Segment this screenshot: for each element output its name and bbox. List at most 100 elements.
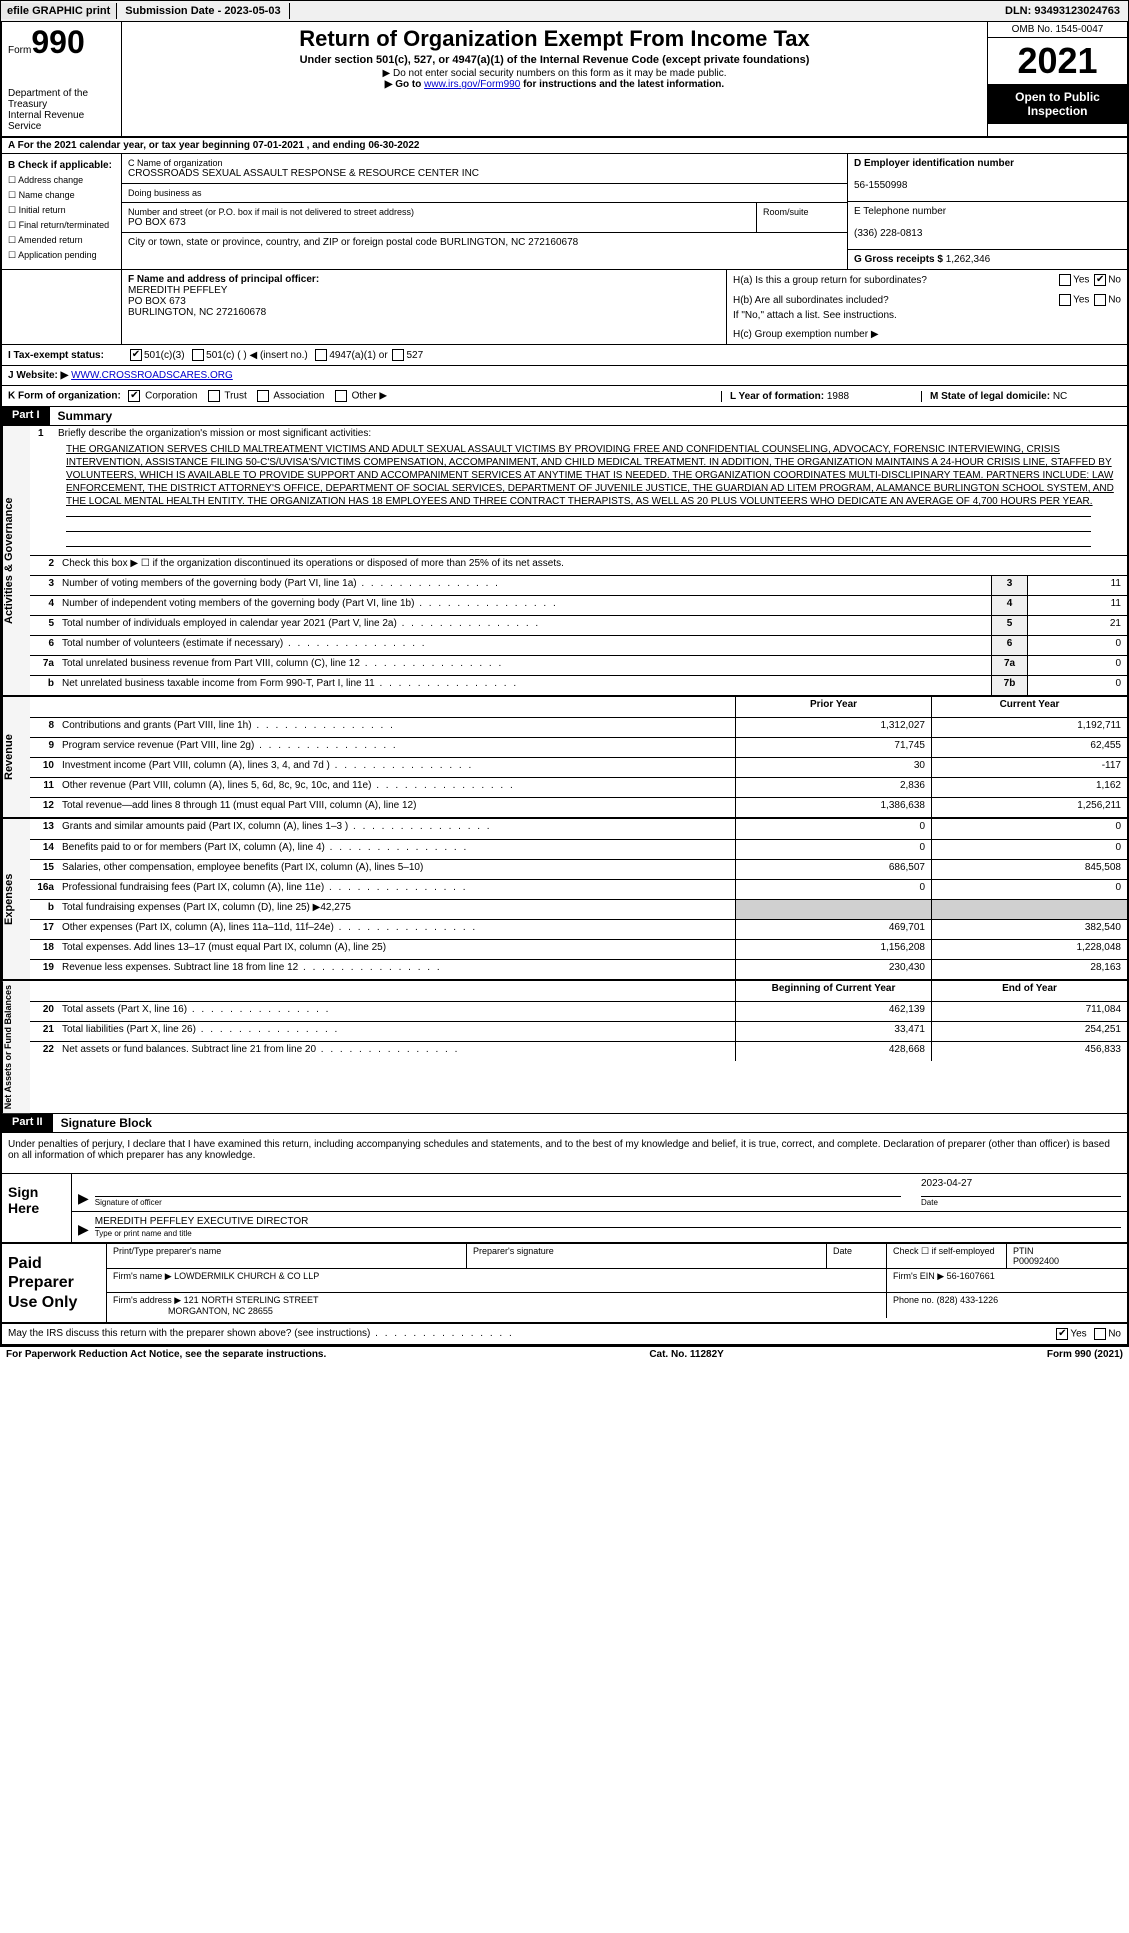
- line7b-num: b: [30, 676, 58, 695]
- line15-num: 15: [30, 860, 58, 879]
- paid-preparer-block: Paid Preparer Use Only Print/Type prepar…: [2, 1244, 1127, 1324]
- chk-application-pending[interactable]: ☐ Application pending: [8, 250, 97, 260]
- pra-notice: For Paperwork Reduction Act Notice, see …: [6, 1349, 326, 1360]
- self-employed-cell: Check ☐ if self-employed: [887, 1244, 1007, 1268]
- line22-text: Net assets or fund balances. Subtract li…: [58, 1042, 735, 1061]
- goto-prefix: ▶ Go to: [385, 79, 424, 90]
- line6-num: 6: [30, 636, 58, 655]
- opt-corporation: Corporation: [145, 391, 197, 402]
- chk-address-change[interactable]: ☐ Address change: [8, 175, 83, 185]
- line21-num: 21: [30, 1022, 58, 1041]
- submission-date: Submission Date - 2023-05-03: [117, 3, 289, 19]
- hdr-prior-year: Prior Year: [735, 697, 931, 717]
- hdr-end-year: End of Year: [931, 981, 1127, 1001]
- line7a-num: 7a: [30, 656, 58, 675]
- section-net-assets: Net Assets or Fund Balances Beginning of…: [2, 981, 1127, 1114]
- line4-text: Number of independent voting members of …: [58, 596, 991, 615]
- ha-no[interactable]: [1094, 274, 1106, 286]
- chk-association[interactable]: [257, 390, 269, 402]
- dept-label: Department of the Treasury: [8, 88, 115, 110]
- hdr-current-year: Current Year: [931, 697, 1127, 717]
- opt-501c: 501(c) ( ) ◀ (insert no.): [206, 350, 308, 361]
- line16a-curr: 0: [931, 880, 1127, 899]
- open-inspection-badge: Open to Public Inspection: [988, 84, 1127, 124]
- line7b-val: 0: [1027, 676, 1127, 695]
- line12-curr: 1,256,211: [931, 798, 1127, 817]
- section-fh: F Name and address of principal officer:…: [2, 270, 1127, 345]
- line12-prior: 1,386,638: [735, 798, 931, 817]
- line8-num: 8: [30, 718, 58, 737]
- website-link[interactable]: WWW.CROSSROADSCARES.ORG: [71, 370, 233, 381]
- line22-num: 22: [30, 1042, 58, 1061]
- city-label: City or town, state or province, country…: [128, 237, 437, 248]
- box-b: B Check if applicable: ☐ Address change …: [2, 154, 122, 269]
- line8-text: Contributions and grants (Part VIII, lin…: [58, 718, 735, 737]
- omb-number: OMB No. 1545-0047: [988, 22, 1127, 38]
- firm-phone-cell: Phone no. (828) 433-1226: [887, 1293, 1127, 1318]
- line12-text: Total revenue—add lines 8 through 11 (mu…: [58, 798, 735, 817]
- chk-corporation[interactable]: [128, 390, 140, 402]
- ha-yes[interactable]: [1059, 274, 1071, 286]
- chk-4947[interactable]: [315, 349, 327, 361]
- line22-end: 456,833: [931, 1042, 1127, 1061]
- part2-header-row: Part II Signature Block: [2, 1114, 1127, 1133]
- part2-title: Signature Block: [53, 1114, 160, 1132]
- chk-final-return[interactable]: ☐ Final return/terminated: [8, 220, 109, 230]
- firm-ein-cell: Firm's EIN ▶ 56-1607661: [887, 1269, 1127, 1292]
- form-of-org-label: K Form of organization:: [8, 391, 121, 402]
- hb-no[interactable]: [1094, 294, 1106, 306]
- line8-curr: 1,192,711: [931, 718, 1127, 737]
- chk-527[interactable]: [392, 349, 404, 361]
- year-formation-value: 1988: [827, 391, 849, 402]
- line4-val: 11: [1027, 596, 1127, 615]
- ha-label: H(a) Is this a group return for subordin…: [733, 275, 1057, 286]
- line16a-prior: 0: [735, 880, 931, 899]
- officer-label: F Name and address of principal officer:: [128, 274, 319, 285]
- line14-prior: 0: [735, 840, 931, 859]
- line15-text: Salaries, other compensation, employee b…: [58, 860, 735, 879]
- opt-527: 527: [406, 350, 423, 361]
- cat-no: Cat. No. 11282Y: [649, 1349, 723, 1360]
- line16b-prior: [735, 900, 931, 919]
- efile-print-button[interactable]: efile GRAPHIC print: [1, 3, 117, 19]
- chk-trust[interactable]: [208, 390, 220, 402]
- chk-amended-return[interactable]: ☐ Amended return: [8, 235, 83, 245]
- discuss-no[interactable]: [1094, 1328, 1106, 1340]
- chk-initial-return[interactable]: ☐ Initial return: [8, 205, 66, 215]
- discuss-yes[interactable]: [1056, 1328, 1068, 1340]
- line22-beg: 428,668: [735, 1042, 931, 1061]
- officer-name: MEREDITH PEFFLEY: [128, 285, 227, 296]
- tax-exempt-label: I Tax-exempt status:: [8, 350, 104, 361]
- line16b-num: b: [30, 900, 58, 919]
- line18-text: Total expenses. Add lines 13–17 (must eq…: [58, 940, 735, 959]
- line19-text: Revenue less expenses. Subtract line 18 …: [58, 960, 735, 979]
- form990-link[interactable]: www.irs.gov/Form990: [424, 79, 520, 90]
- opt-trust: Trust: [224, 391, 246, 402]
- mission-label: 11 Briefly describe the organization's m…: [30, 426, 1127, 439]
- vlabel-revenue: Revenue: [2, 697, 30, 817]
- row-i: I Tax-exempt status: 501(c)(3) 501(c) ( …: [2, 344, 1127, 366]
- line14-text: Benefits paid to or for members (Part IX…: [58, 840, 735, 859]
- line2-num: 2: [30, 556, 58, 575]
- box-deg: D Employer identification number 56-1550…: [847, 154, 1127, 269]
- form-body: Form990 Department of the Treasury Inter…: [0, 22, 1129, 1347]
- form-title: Return of Organization Exempt From Incom…: [130, 26, 979, 52]
- chk-501c3[interactable]: [130, 349, 142, 361]
- officer-name-title: MEREDITH PEFFLEY EXECUTIVE DIRECTOR: [95, 1216, 1121, 1227]
- chk-other[interactable]: [335, 390, 347, 402]
- line17-curr: 382,540: [931, 920, 1127, 939]
- chk-501c[interactable]: [192, 349, 204, 361]
- box-b-label: B Check if applicable:: [8, 160, 112, 171]
- state-domicile-label: M State of legal domicile:: [930, 391, 1050, 402]
- line7b-text: Net unrelated business taxable income fr…: [58, 676, 991, 695]
- phone-value: (336) 228-0813: [854, 228, 922, 239]
- line6-val: 0: [1027, 636, 1127, 655]
- chk-name-change[interactable]: ☐ Name change: [8, 190, 75, 200]
- irs-label: Internal Revenue Service: [8, 110, 115, 132]
- line15-prior: 686,507: [735, 860, 931, 879]
- hb-yes[interactable]: [1059, 294, 1071, 306]
- line8-prior: 1,312,027: [735, 718, 931, 737]
- part1-badge: Part I: [2, 407, 50, 425]
- line4-box: 4: [991, 596, 1027, 615]
- gross-receipts-value: 1,262,346: [946, 254, 991, 265]
